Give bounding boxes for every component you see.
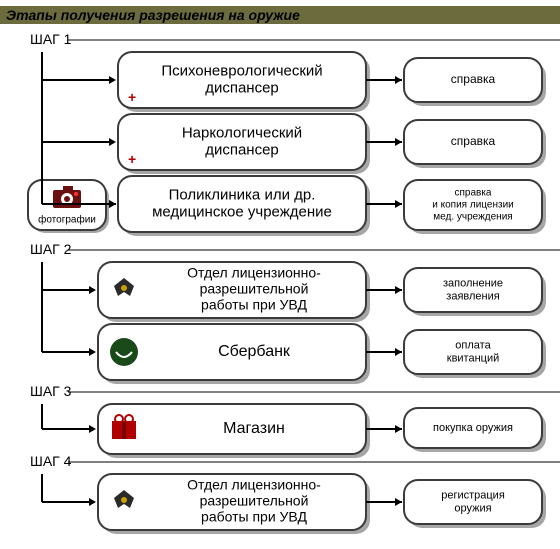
out-text-o5-1: квитанций (447, 352, 500, 364)
out-text-o6-0: покупка оружия (433, 422, 513, 434)
node-text-uvd2-0: Отдел лицензионно- (187, 477, 321, 493)
node-text-shop-0: Магазин (223, 420, 285, 437)
step-label-2: ШАГ 2 (30, 241, 72, 257)
node-text-poly-0: Поликлиника или др. (169, 186, 316, 203)
node-text-uvd1-0: Отдел лицензионно- (187, 265, 321, 281)
out-text-o4-0: заполнение (443, 277, 503, 289)
node-text-uvd2-2: работы при УВД (201, 509, 307, 525)
out-text-o5-0: оплата (455, 339, 491, 351)
plus-psych: + (128, 89, 136, 105)
node-text-poly-1: медицинское учреждение (152, 203, 332, 220)
page-title: Этапы получения разрешения на оружие (6, 7, 300, 23)
out-text-o3-2: мед. учреждения (433, 212, 512, 223)
out-text-o3-0: справка (454, 188, 491, 199)
plus-narc: + (128, 151, 136, 167)
photo-label: фотографии (38, 214, 96, 226)
sber-icon (110, 338, 138, 366)
node-text-sber-0: Сбербанк (218, 343, 291, 360)
out-text-o2-0: справка (451, 134, 496, 148)
node-text-narc-1: диспансер (205, 141, 279, 158)
node-text-uvd1-1: разрешительной (200, 281, 309, 297)
node-text-psych-1: диспансер (205, 79, 279, 96)
out-text-o4-1: заявления (446, 290, 499, 302)
out-text-o1-0: справка (451, 72, 496, 86)
node-text-uvd1-2: работы при УВД (201, 297, 307, 313)
out-text-o3-1: и копия лицензии (432, 200, 513, 211)
out-text-o7-1: оружия (454, 502, 491, 514)
node-text-psych-0: Психоневрологический (161, 62, 322, 79)
out-text-o7-0: регистрация (441, 489, 505, 501)
node-text-uvd2-1: разрешительной (200, 493, 309, 509)
node-text-narc-0: Наркологический (182, 124, 302, 141)
step-label-4: ШАГ 4 (30, 453, 72, 469)
step-label-1: ШАГ 1 (30, 31, 72, 47)
step-label-3: ШАГ 3 (30, 383, 72, 399)
